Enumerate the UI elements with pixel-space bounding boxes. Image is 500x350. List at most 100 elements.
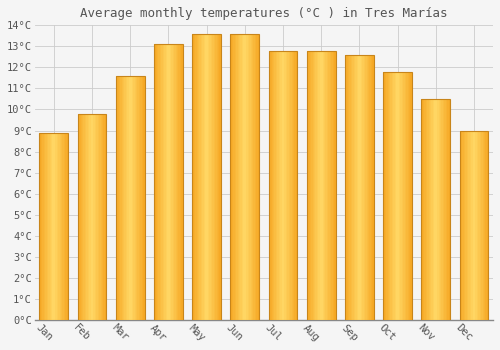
Bar xyxy=(402,72,404,320)
Bar xyxy=(210,34,211,320)
Bar xyxy=(426,99,427,320)
Bar xyxy=(268,50,298,320)
Bar xyxy=(436,99,437,320)
Bar xyxy=(218,34,220,320)
Bar xyxy=(348,55,350,320)
Bar xyxy=(409,72,410,320)
Bar xyxy=(143,76,144,320)
Bar xyxy=(400,72,402,320)
Bar xyxy=(372,55,374,320)
Bar xyxy=(440,99,442,320)
Bar xyxy=(250,34,252,320)
Bar xyxy=(428,99,430,320)
Bar xyxy=(128,76,129,320)
Bar xyxy=(292,50,293,320)
Bar xyxy=(122,76,123,320)
Bar xyxy=(272,50,273,320)
Bar xyxy=(242,34,244,320)
Bar xyxy=(396,72,398,320)
Bar xyxy=(168,44,170,320)
Bar xyxy=(273,50,274,320)
Bar xyxy=(84,114,85,320)
Bar xyxy=(126,76,128,320)
Bar xyxy=(383,72,384,320)
Bar xyxy=(345,55,374,320)
Bar xyxy=(164,44,166,320)
Bar xyxy=(50,133,51,320)
Bar xyxy=(460,131,461,320)
Bar xyxy=(366,55,368,320)
Bar xyxy=(346,55,348,320)
Bar xyxy=(284,50,286,320)
Bar xyxy=(92,114,94,320)
Bar xyxy=(478,131,480,320)
Bar xyxy=(215,34,216,320)
Bar xyxy=(156,44,157,320)
Bar xyxy=(234,34,235,320)
Bar xyxy=(480,131,481,320)
Bar xyxy=(176,44,177,320)
Bar xyxy=(78,114,79,320)
Bar xyxy=(192,34,221,320)
Bar xyxy=(214,34,215,320)
Bar xyxy=(56,133,58,320)
Bar xyxy=(432,99,433,320)
Bar xyxy=(481,131,482,320)
Bar xyxy=(447,99,448,320)
Bar xyxy=(328,50,330,320)
Bar xyxy=(467,131,468,320)
Bar xyxy=(54,133,56,320)
Bar xyxy=(476,131,477,320)
Bar xyxy=(94,114,95,320)
Bar xyxy=(255,34,256,320)
Bar xyxy=(212,34,214,320)
Bar xyxy=(389,72,390,320)
Bar xyxy=(332,50,334,320)
Bar xyxy=(62,133,64,320)
Bar xyxy=(162,44,164,320)
Bar xyxy=(198,34,200,320)
Bar xyxy=(124,76,126,320)
Bar xyxy=(86,114,88,320)
Bar xyxy=(408,72,409,320)
Bar xyxy=(321,50,322,320)
Bar xyxy=(427,99,428,320)
Bar xyxy=(386,72,388,320)
Bar xyxy=(154,44,182,320)
Bar xyxy=(172,44,174,320)
Bar xyxy=(283,50,284,320)
Bar xyxy=(256,34,258,320)
Bar xyxy=(105,114,106,320)
Bar xyxy=(360,55,361,320)
Bar xyxy=(204,34,205,320)
Bar xyxy=(316,50,317,320)
Bar xyxy=(100,114,102,320)
Bar xyxy=(130,76,132,320)
Bar xyxy=(466,131,467,320)
Bar xyxy=(230,34,259,320)
Bar xyxy=(422,99,450,320)
Bar xyxy=(350,55,351,320)
Bar xyxy=(200,34,201,320)
Bar xyxy=(252,34,254,320)
Bar xyxy=(288,50,290,320)
Bar xyxy=(383,72,412,320)
Bar xyxy=(345,55,346,320)
Bar xyxy=(178,44,180,320)
Bar xyxy=(244,34,245,320)
Bar xyxy=(167,44,168,320)
Bar xyxy=(424,99,426,320)
Bar xyxy=(361,55,362,320)
Bar xyxy=(102,114,104,320)
Bar xyxy=(48,133,50,320)
Bar xyxy=(446,99,447,320)
Bar xyxy=(307,50,336,320)
Bar xyxy=(248,34,249,320)
Bar xyxy=(138,76,139,320)
Bar xyxy=(308,50,310,320)
Bar xyxy=(398,72,399,320)
Bar xyxy=(45,133,46,320)
Bar xyxy=(351,55,352,320)
Bar xyxy=(88,114,89,320)
Bar xyxy=(477,131,478,320)
